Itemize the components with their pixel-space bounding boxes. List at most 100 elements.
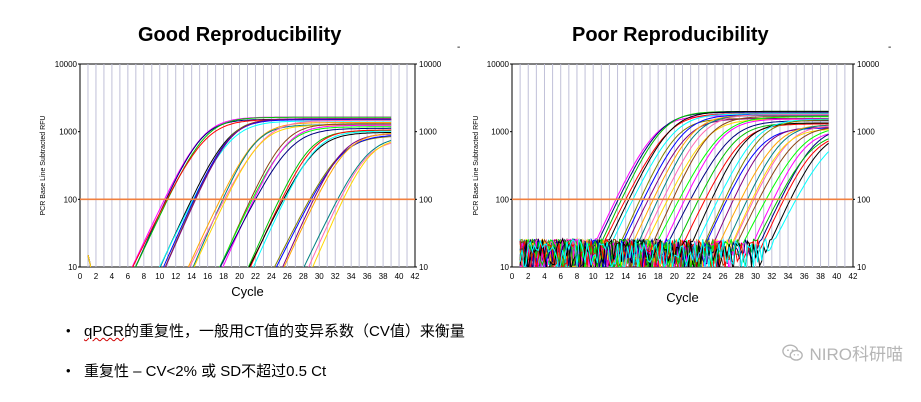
y-tick-label-right: 10000 (857, 60, 880, 69)
bullet-item: • qPCR的重复性，一般用CT值的变异系数（CV值）来衡量 (66, 320, 465, 341)
x-tick-label: 30 (751, 272, 760, 281)
wechat-icon (781, 344, 803, 361)
series-line (519, 140, 829, 267)
chart-0: 0 2 4 6 8 10 12 14 16 18 20 22 24 26 28 30 32 34 36 38 40 421… (40, 60, 442, 299)
series-line (87, 142, 392, 267)
x-tick-label: 34 (784, 272, 793, 281)
x-tick-label: 36 (800, 272, 809, 281)
series-line (519, 142, 829, 267)
stray-mark: - (457, 42, 461, 53)
bullet-dot: • (66, 323, 71, 338)
y-tick-label-right: 1000 (857, 128, 875, 137)
x-tick-label: 8 (142, 272, 147, 281)
x-tick-label: 4 (542, 272, 547, 281)
x-tick-label: 20 (235, 272, 244, 281)
poor-chart-title: Poor Reproducibility (572, 24, 769, 46)
y-tick-label-right: 100 (419, 195, 433, 204)
x-tick-label: 18 (219, 272, 228, 281)
series-line (87, 133, 392, 267)
x-tick-label: 24 (702, 272, 711, 281)
series-line (87, 140, 392, 267)
x-tick-label: 26 (719, 272, 728, 281)
x-tick-label: 14 (187, 272, 196, 281)
qpcr-word: qPCR (84, 323, 125, 340)
y-tick-label: 1000 (59, 128, 77, 137)
x-tick-label: 36 (363, 272, 372, 281)
series-line (87, 129, 392, 267)
series-line (87, 123, 392, 267)
series-line (87, 126, 392, 267)
y-tick-label-right: 10000 (419, 60, 442, 69)
x-tick-label: 40 (395, 272, 404, 281)
x-tick-label: 18 (654, 272, 663, 281)
x-tick-label: 14 (621, 272, 630, 281)
x-tick-label: 6 (126, 272, 131, 281)
series-line (87, 122, 392, 267)
x-tick-label: 0 (78, 272, 83, 281)
x-tick-label: 8 (575, 272, 580, 281)
x-tick-label: 34 (347, 272, 356, 281)
x-axis-label: Cycle (666, 290, 699, 305)
stray-mark: - (888, 42, 892, 53)
x-tick-label: 24 (267, 272, 276, 281)
y-tick-label: 10000 (55, 60, 78, 69)
series-line (87, 132, 392, 267)
x-tick-label: 28 (735, 272, 744, 281)
y-tick-label: 1000 (491, 128, 509, 137)
chart-1: 0 2 4 6 8 10 12 14 16 18 20 22 24 26 28 30 32 34 36 38 40 421… (473, 60, 880, 305)
x-tick-label: 10 (589, 272, 598, 281)
y-tick-label-right: 1000 (419, 128, 437, 137)
y-tick-label: 10 (68, 263, 77, 272)
x-tick-label: 38 (816, 272, 825, 281)
x-tick-label: 30 (315, 272, 324, 281)
series-line (87, 119, 392, 267)
bullet-dot: • (66, 363, 71, 378)
y-axis-label: PCR Base Line Subtracted RFU (40, 116, 47, 216)
x-tick-label: 40 (832, 272, 841, 281)
x-tick-label: 22 (686, 272, 695, 281)
bullet-item: • 重复性 – CV<2% 或 SD不超过0.5 Ct (66, 360, 465, 381)
series-line (519, 129, 829, 267)
series-line (87, 118, 392, 267)
x-tick-label: 12 (605, 272, 614, 281)
x-tick-label: 6 (558, 272, 563, 281)
series-line (519, 138, 829, 267)
bullet-list: • qPCR的重复性，一般用CT值的变异系数（CV值）来衡量 • 重复性 – C… (66, 320, 465, 400)
y-tick-label: 10 (500, 263, 509, 272)
x-tick-label: 2 (526, 272, 531, 281)
x-tick-label: 26 (283, 272, 292, 281)
x-tick-label: 28 (299, 272, 308, 281)
y-tick-label: 100 (64, 195, 78, 204)
series-line (87, 141, 392, 267)
series-line (87, 124, 392, 267)
watermark: NIRO科研喵 (781, 340, 904, 365)
y-tick-label: 10000 (487, 60, 510, 69)
amplification-curves (87, 116, 392, 267)
x-tick-label: 20 (670, 272, 679, 281)
y-tick-label-right: 10 (857, 263, 866, 272)
series-line (87, 133, 392, 267)
x-tick-label: 10 (155, 272, 164, 281)
x-tick-label: 42 (411, 272, 420, 281)
x-tick-label: 0 (510, 272, 515, 281)
good-chart-title: Good Reproducibility (138, 24, 342, 46)
series-line (87, 127, 392, 267)
x-tick-label: 38 (379, 272, 388, 281)
x-tick-label: 22 (251, 272, 260, 281)
bullet-text-1: qPCR的重复性，一般用CT值的变异系数（CV值）来衡量 (84, 320, 465, 341)
series-line (87, 135, 392, 267)
series-line (87, 130, 392, 267)
y-tick-label-right: 100 (857, 195, 871, 204)
x-tick-label: 4 (110, 272, 115, 281)
x-tick-label: 2 (94, 272, 99, 281)
x-tick-label: 16 (637, 272, 646, 281)
watermark-text: NIRO科研喵 (809, 345, 904, 364)
x-tick-label: 32 (331, 272, 340, 281)
x-tick-label: 12 (171, 272, 180, 281)
y-axis-label: PCR Base Line Subtracted RFU (473, 116, 480, 216)
y-tick-label-right: 10 (419, 263, 428, 272)
x-axis-label: Cycle (231, 284, 264, 299)
series-line (87, 120, 392, 267)
x-tick-label: 16 (203, 272, 212, 281)
